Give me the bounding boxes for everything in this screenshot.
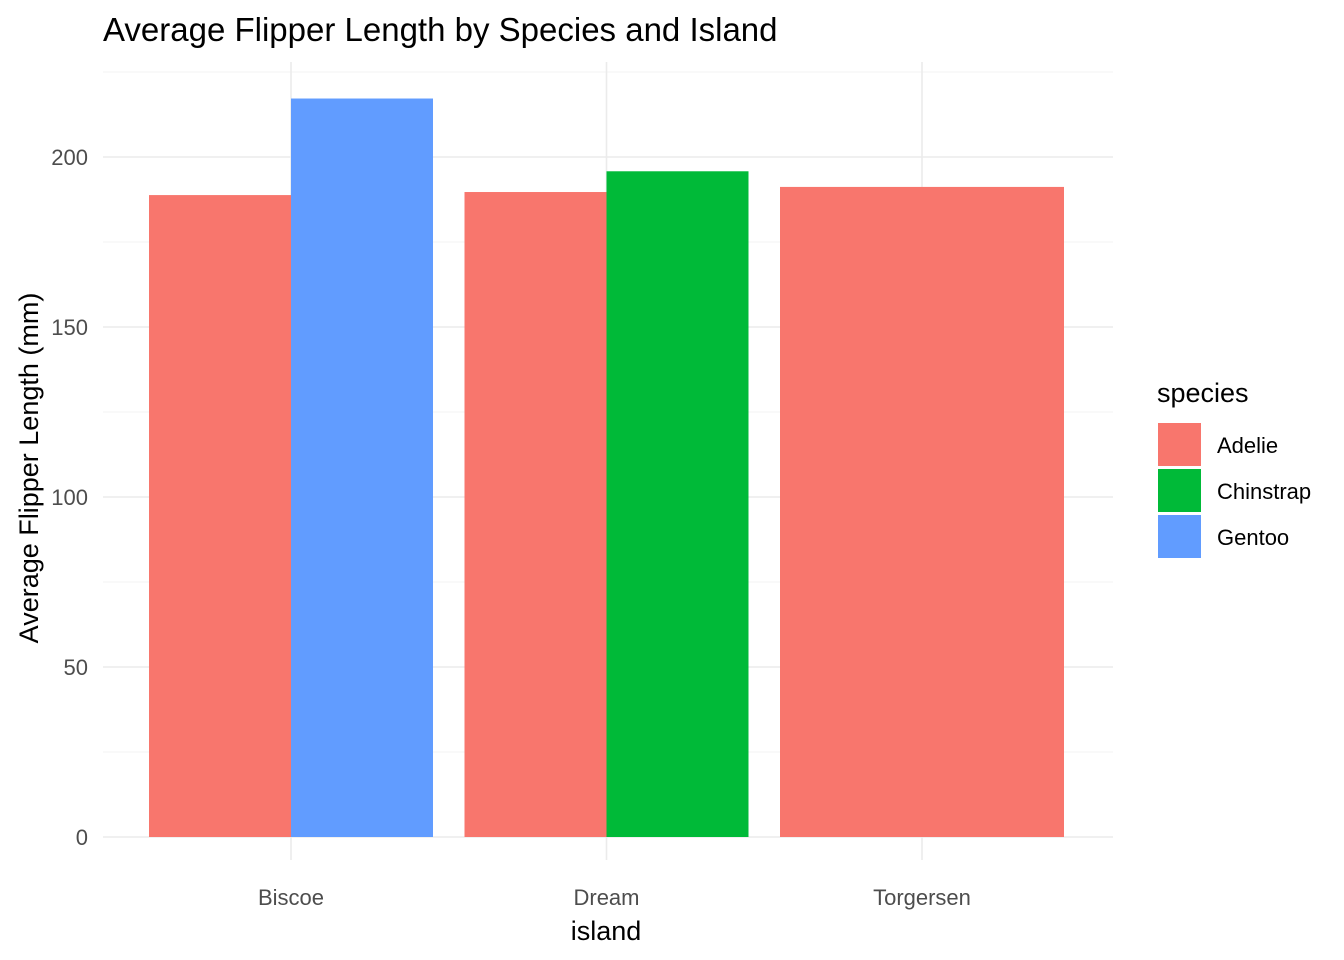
y-tick-label: 50 [64,655,88,680]
x-tick-label: Torgersen [873,885,971,910]
y-axis-ticks: 0 50 100 150 200 [51,145,88,850]
legend-title: species [1157,378,1249,408]
y-tick-label: 150 [51,315,88,340]
bar-dream-chinstrap [606,171,749,837]
legend-label-chinstrap: Chinstrap [1217,479,1311,504]
bars [149,98,1064,838]
y-axis-title: Average Flipper Length (mm) [14,293,44,644]
legend-items: Adelie Chinstrap Gentoo [1158,423,1311,558]
bar-dream-adelie [464,192,607,837]
legend: species Adelie Chinstrap Gentoo [1157,378,1311,558]
y-tick-label: 0 [76,825,88,850]
x-tick-label: Biscoe [258,885,324,910]
legend-key-adelie [1158,423,1201,466]
y-tick-label: 200 [51,145,88,170]
bar-torgersen-adelie [780,186,1064,838]
x-axis-ticks: Biscoe Dream Torgersen [258,885,971,910]
bar-biscoe-gentoo [291,98,433,837]
x-tick-label: Dream [573,885,639,910]
legend-key-gentoo [1158,515,1201,558]
x-axis-title: island [571,916,642,946]
legend-label-adelie: Adelie [1217,433,1278,458]
bar-biscoe-adelie [149,195,291,837]
legend-label-gentoo: Gentoo [1217,525,1289,550]
legend-key-chinstrap [1158,469,1201,512]
chart-title: Average Flipper Length by Species and Is… [103,11,778,48]
y-tick-label: 100 [51,485,88,510]
